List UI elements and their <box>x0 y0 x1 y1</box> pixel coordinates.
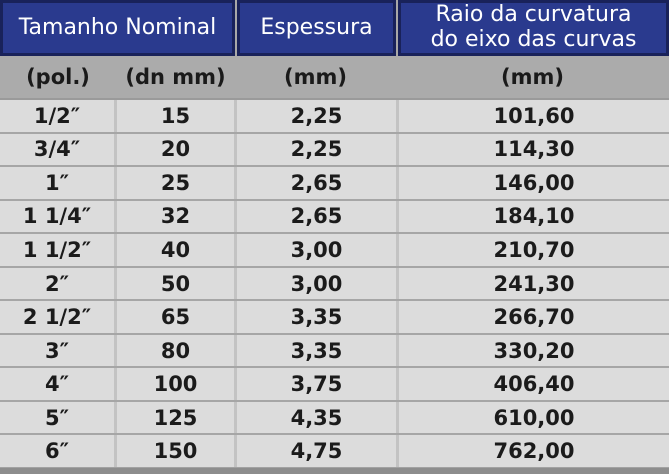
cell-raio: 184,10 <box>399 200 669 233</box>
cell-raio: 330,20 <box>399 334 669 367</box>
table-row: 1/2″ 15 2,25 101,60 <box>0 100 669 132</box>
cell-dn-mm: 15 <box>117 100 234 132</box>
cell-raio: 114,30 <box>399 133 669 166</box>
header-raio-line1: Raio da curvatura <box>435 2 632 28</box>
cell-pol: 5″ <box>0 401 114 434</box>
table-row: 3/4″ 20 2,25 114,30 <box>0 133 669 166</box>
cell-pol: 3/4″ <box>0 133 114 166</box>
cell-dn-mm: 40 <box>117 234 234 266</box>
header-tamanho-nominal-label: Tamanho Nominal <box>18 14 217 40</box>
table-row: 1 1/2″ 40 3,00 210,70 <box>0 234 669 266</box>
table-body: 1/2″ 15 2,25 101,60 3/4″ 20 2,25 114,30 … <box>0 100 669 468</box>
header-espessura: Espessura <box>237 0 396 56</box>
cell-espessura: 2,25 <box>237 100 396 132</box>
cell-pol: 1 1/4″ <box>0 200 114 233</box>
cell-raio: 762,00 <box>399 435 669 468</box>
cell-pol: 4″ <box>0 368 114 400</box>
table-row: 1″ 25 2,65 146,00 <box>0 167 669 199</box>
cell-pol: 3″ <box>0 334 114 367</box>
cell-raio: 241,30 <box>399 267 669 300</box>
cell-dn-mm: 125 <box>117 401 234 434</box>
cell-espessura: 3,35 <box>237 334 396 367</box>
table-bottom-border <box>0 467 669 474</box>
cell-raio: 266,70 <box>399 301 669 333</box>
cell-espessura: 2,65 <box>237 200 396 233</box>
table-row: 5″ 125 4,35 610,00 <box>0 401 669 434</box>
cell-raio: 210,70 <box>399 234 669 266</box>
cell-dn-mm: 32 <box>117 200 234 233</box>
cell-dn-mm: 65 <box>117 301 234 333</box>
cell-espessura: 4,35 <box>237 401 396 434</box>
header-raio-line2: do eixo das curvas <box>430 27 637 52</box>
units-row: (pol.) (dn mm) (mm) (mm) <box>0 56 669 100</box>
header-espessura-label: Espessura <box>260 14 373 40</box>
header-raio-curvatura: Raio da curvatura do eixo das curvas <box>398 0 669 56</box>
cell-espessura: 4,75 <box>237 435 396 468</box>
cell-pol: 1/2″ <box>0 100 114 132</box>
cell-pol: 1 1/2″ <box>0 234 114 266</box>
cell-dn-mm: 150 <box>117 435 234 468</box>
unit-dn-mm: (dn mm) <box>125 65 226 89</box>
cell-dn-mm: 100 <box>117 368 234 400</box>
unit-espessura-mm: (mm) <box>284 65 347 89</box>
cell-raio: 146,00 <box>399 167 669 199</box>
cell-espessura: 3,35 <box>237 301 396 333</box>
cell-espessura: 2,65 <box>237 167 396 199</box>
table-row: 4″ 100 3,75 406,40 <box>0 368 669 400</box>
cell-dn-mm: 20 <box>117 133 234 166</box>
cell-pol: 1″ <box>0 167 114 199</box>
table-row: 1 1/4″ 32 2,65 184,10 <box>0 200 669 233</box>
table-row: 3″ 80 3,35 330,20 <box>0 334 669 367</box>
cell-pol: 2″ <box>0 267 114 300</box>
table-row: 6″ 150 4,75 762,00 <box>0 435 669 468</box>
table-row: 2 1/2″ 65 3,35 266,70 <box>0 301 669 333</box>
unit-raio-mm: (mm) <box>501 65 564 89</box>
cell-espessura: 3,00 <box>237 234 396 266</box>
cell-pol: 2 1/2″ <box>0 301 114 333</box>
cell-raio: 610,00 <box>399 401 669 434</box>
header-tamanho-nominal: Tamanho Nominal <box>0 0 235 56</box>
cell-dn-mm: 50 <box>117 267 234 300</box>
cell-pol: 6″ <box>0 435 114 468</box>
cell-espessura: 3,75 <box>237 368 396 400</box>
unit-pol: (pol.) <box>26 65 90 89</box>
cell-raio: 406,40 <box>399 368 669 400</box>
cell-espessura: 3,00 <box>237 267 396 300</box>
table-row: 2″ 50 3,00 241,30 <box>0 267 669 300</box>
cell-dn-mm: 25 <box>117 167 234 199</box>
cell-raio: 101,60 <box>399 100 669 132</box>
cell-espessura: 2,25 <box>237 133 396 166</box>
cell-dn-mm: 80 <box>117 334 234 367</box>
table-header-row: Tamanho Nominal Espessura Raio da curvat… <box>0 0 669 56</box>
